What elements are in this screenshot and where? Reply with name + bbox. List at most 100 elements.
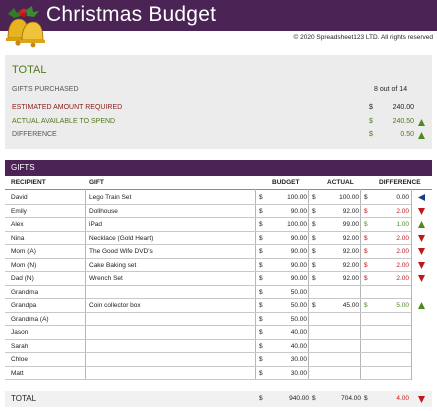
- row-divider: [5, 217, 411, 218]
- christmas-bells-icon: [6, 6, 45, 48]
- difference-currency: $: [369, 131, 373, 138]
- recipient-cell: Chloe: [11, 356, 28, 363]
- difference-cell: 2.00: [396, 207, 409, 215]
- table-row: David Lego Train Set $100.00 $100.00 $0.00: [5, 191, 432, 205]
- difference-cell: 2.00: [396, 234, 409, 242]
- col-budget: BUDGET: [272, 179, 300, 186]
- row-divider: [5, 352, 411, 353]
- recipient-cell: Sarah: [11, 342, 29, 350]
- budget-cell: 50.00: [290, 315, 307, 323]
- table-row: Mom (A) The Good Wife DVD's $90.00 $92.00 $2…: [5, 245, 432, 259]
- recipient-cell: Alex: [11, 221, 24, 228]
- column-divider: [411, 189, 412, 380]
- budget-currency: $: [259, 342, 263, 350]
- actual-currency: $: [369, 118, 373, 125]
- col-gift: GIFT: [89, 179, 104, 186]
- budget-cell: 100.00: [287, 221, 307, 228]
- difference-currency: $: [364, 248, 368, 255]
- gifts-title: GIFTS: [11, 163, 35, 172]
- copyright-notice: © 2020 Spreadsheet123 LTD. All rights re…: [293, 34, 433, 41]
- table-row: Emily Dollhouse $90.00 $92.00 $2.00: [5, 205, 432, 218]
- total-budget-currency: $: [259, 395, 263, 402]
- arrow-left-icon: [418, 194, 425, 201]
- difference-currency: $: [364, 302, 368, 309]
- difference-cell: 5.00: [396, 302, 409, 309]
- row-divider: [5, 284, 411, 286]
- difference-cell: 1.00: [396, 221, 409, 228]
- budget-currency: $: [259, 369, 263, 377]
- budget-currency: $: [259, 261, 263, 269]
- difference-cell: 2.00: [396, 248, 409, 255]
- summary-panel: TOTAL GIFTS PURCHASED 8 out of 14 ESTIMA…: [5, 55, 432, 149]
- header-divider: [5, 189, 432, 190]
- arrow-down-icon: [418, 248, 425, 255]
- col-actual: ACTUAL: [327, 179, 354, 186]
- arrow-up-icon: [418, 132, 425, 139]
- budget-cell: 50.00: [290, 302, 307, 309]
- row-divider: [5, 230, 411, 232]
- gift-cell: The Good Wife DVD's: [89, 248, 153, 255]
- actual-cell: 92.00: [342, 248, 359, 255]
- arrow-up-icon: [418, 302, 425, 309]
- actual-currency: $: [312, 207, 316, 215]
- budget-currency: $: [259, 315, 263, 323]
- actual-currency: $: [312, 261, 316, 269]
- budget-cell: 90.00: [290, 275, 307, 282]
- budget-cell: 90.00: [290, 234, 307, 242]
- actual-cell: 45.00: [342, 302, 359, 309]
- actual-cell: 92.00: [342, 261, 359, 269]
- actual-currency: $: [312, 248, 316, 255]
- actual-value: 240.50: [392, 118, 414, 125]
- total-label: TOTAL: [11, 394, 37, 403]
- actual-label: ACTUAL AVAILABLE TO SPEND: [12, 118, 116, 125]
- recipient-cell: David: [11, 194, 28, 201]
- budget-cell: 40.00: [290, 342, 307, 350]
- actual-currency: $: [312, 275, 316, 282]
- gifts-section-header: GIFTS: [5, 160, 432, 176]
- gift-cell: Coin collector box: [89, 302, 141, 309]
- total-difference-currency: $: [364, 395, 368, 402]
- actual-currency: $: [312, 221, 316, 228]
- gift-cell: Dollhouse: [89, 207, 118, 215]
- actual-cell: 92.00: [342, 275, 359, 282]
- summary-title: TOTAL: [12, 64, 47, 76]
- recipient-cell: Nina: [11, 234, 25, 242]
- estimated-currency: $: [369, 104, 373, 111]
- actual-cell: 92.00: [342, 234, 359, 242]
- arrow-up-icon: [418, 119, 425, 126]
- actual-cell: 99.00: [342, 221, 359, 228]
- budget-cell: 100.00: [287, 194, 307, 201]
- budget-cell: 90.00: [290, 207, 307, 215]
- difference-label: DIFFERENCE: [12, 131, 57, 138]
- total-actual-currency: $: [312, 395, 316, 402]
- total-actual: 704.00: [341, 395, 361, 402]
- table-row: Dad (N) Wrench Set $90.00 $92.00 $2.00: [5, 272, 432, 286]
- recipient-cell: Grandma: [11, 288, 39, 296]
- actual-currency: $: [312, 194, 316, 201]
- budget-currency: $: [259, 248, 263, 255]
- arrow-down-icon: [418, 396, 425, 403]
- row-divider: [5, 379, 411, 380]
- table-row: Mom (N) Cake Baking set $90.00 $92.00 $2.00: [5, 259, 432, 272]
- row-divider: [5, 203, 411, 205]
- table-row: Alex iPad $100.00 $99.00 $1.00: [5, 218, 432, 232]
- row-divider: [5, 271, 411, 272]
- budget-currency: $: [259, 288, 263, 296]
- gifts-purchased-value: 8 out of 14: [374, 86, 408, 93]
- estimated-label: ESTIMATED AMOUNT REQUIRED: [12, 104, 123, 111]
- budget-cell: 90.00: [290, 248, 307, 255]
- arrow-down-icon: [418, 275, 425, 282]
- table-row: Jason $40.00: [5, 326, 432, 340]
- budget-currency: $: [259, 356, 263, 363]
- budget-cell: 90.00: [290, 261, 307, 269]
- table-row: Grandma (A) $50.00: [5, 313, 432, 326]
- table-row: Grandpa Coin collector box $50.00 $45.00 $5.…: [5, 299, 432, 313]
- row-divider: [5, 338, 411, 340]
- budget-currency: $: [259, 329, 263, 336]
- total-difference: 4.00: [396, 395, 409, 402]
- gift-cell: Necklace (Gold Heart): [89, 234, 154, 242]
- budget-currency: $: [259, 207, 263, 215]
- budget-currency: $: [259, 275, 263, 282]
- row-divider: [5, 325, 411, 326]
- budget-cell: 30.00: [290, 369, 307, 377]
